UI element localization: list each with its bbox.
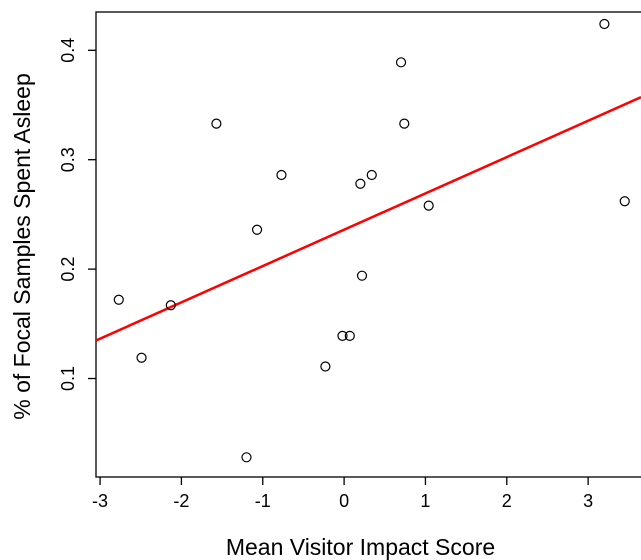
y-tick-label: 0.2 <box>58 257 78 282</box>
data-point <box>276 169 287 181</box>
y-tick-label: 0.1 <box>58 366 78 391</box>
data-point <box>113 294 124 305</box>
x-tick-label: 2 <box>502 491 512 511</box>
data-point <box>344 330 355 341</box>
regression-line <box>96 96 641 342</box>
y-tick-label: 0.4 <box>58 38 78 63</box>
data-point <box>136 352 147 363</box>
data-point <box>356 270 368 281</box>
data-point <box>423 200 434 211</box>
data-point <box>165 300 176 311</box>
x-tick-label: -1 <box>255 491 271 511</box>
data-point <box>399 118 410 129</box>
plot-frame <box>95 11 641 478</box>
x-axis-title: Mean Visitor Impact Score <box>226 534 495 560</box>
data-point <box>619 196 630 207</box>
trend-line-group <box>96 96 641 342</box>
x-tick-label: -2 <box>173 491 189 511</box>
data-point <box>366 169 377 181</box>
axes: -3 -2 -1 0 1 2 3 0.1 0.2 0.3 0.4 <box>58 11 641 511</box>
x-tick-label: 3 <box>583 491 593 511</box>
data-point <box>337 330 348 341</box>
y-axis-title: % of Focal Samples Spent Asleep <box>9 73 35 419</box>
data-point <box>211 118 222 129</box>
x-tick-label: -3 <box>92 491 108 511</box>
data-points <box>113 18 630 463</box>
x-tick-label: 1 <box>420 491 430 511</box>
data-point <box>599 18 610 30</box>
data-point <box>395 57 407 68</box>
y-tick-label: 0.3 <box>58 147 78 172</box>
data-point <box>320 361 331 372</box>
data-point <box>241 452 252 463</box>
x-tick-label: 0 <box>339 491 349 511</box>
data-point <box>251 224 263 235</box>
data-point <box>355 178 366 189</box>
